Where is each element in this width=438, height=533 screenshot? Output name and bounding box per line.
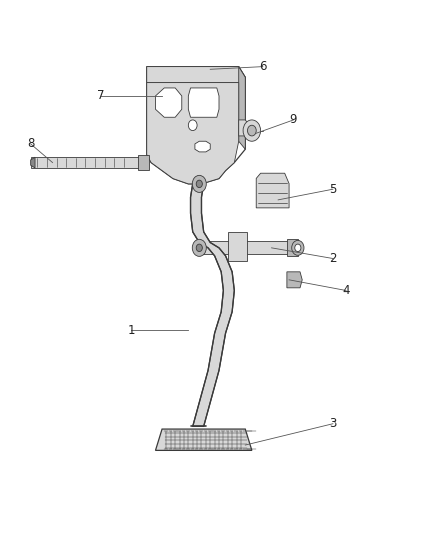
Circle shape xyxy=(295,244,301,252)
Circle shape xyxy=(192,239,206,256)
Polygon shape xyxy=(195,141,210,152)
Polygon shape xyxy=(147,67,245,83)
Text: 4: 4 xyxy=(342,284,350,297)
Polygon shape xyxy=(31,157,140,168)
Polygon shape xyxy=(239,120,247,136)
Polygon shape xyxy=(31,157,35,168)
Polygon shape xyxy=(228,232,247,261)
Polygon shape xyxy=(287,239,298,256)
Polygon shape xyxy=(155,429,252,450)
Circle shape xyxy=(196,180,202,188)
Circle shape xyxy=(196,244,202,252)
Circle shape xyxy=(243,120,261,141)
Polygon shape xyxy=(138,155,149,170)
Polygon shape xyxy=(239,67,245,149)
Circle shape xyxy=(192,175,206,192)
Text: 5: 5 xyxy=(329,183,336,196)
Text: 2: 2 xyxy=(329,252,337,265)
Circle shape xyxy=(292,240,304,255)
Text: 8: 8 xyxy=(27,138,34,150)
Text: 1: 1 xyxy=(127,324,135,337)
Text: 9: 9 xyxy=(290,114,297,126)
Text: 3: 3 xyxy=(329,417,336,430)
Text: 6: 6 xyxy=(259,60,267,73)
Polygon shape xyxy=(191,184,234,426)
Text: 7: 7 xyxy=(97,90,105,102)
Polygon shape xyxy=(147,83,239,184)
Circle shape xyxy=(247,125,256,136)
Polygon shape xyxy=(155,88,182,117)
Circle shape xyxy=(188,120,197,131)
Polygon shape xyxy=(199,241,289,254)
Polygon shape xyxy=(287,272,302,288)
Polygon shape xyxy=(188,88,219,117)
Polygon shape xyxy=(256,173,289,208)
